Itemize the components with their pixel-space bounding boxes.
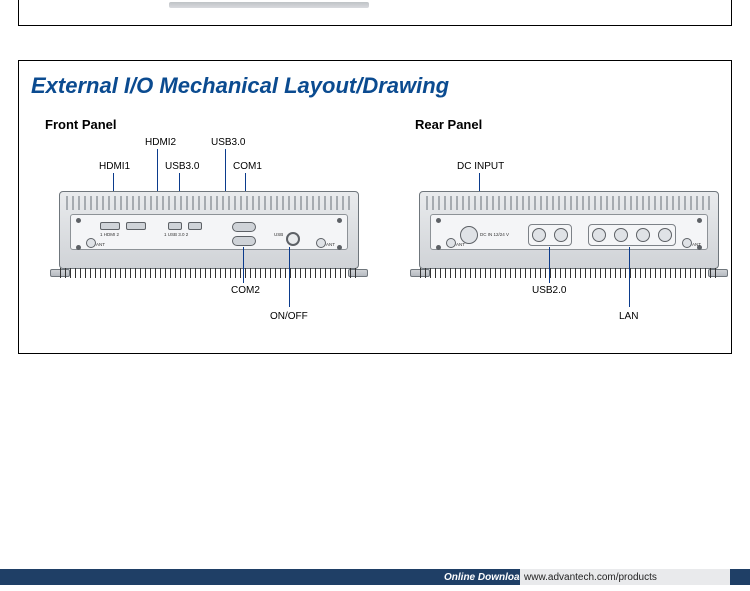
footer-url: www.advantech.com/products <box>520 569 730 585</box>
footer: Online Download www.advantech.com/produc… <box>0 569 750 585</box>
rear-panel-label: Rear Panel <box>415 117 482 132</box>
front-bottom-fins <box>60 268 358 278</box>
callout-com1: COM1 <box>233 161 262 172</box>
screw <box>436 245 441 250</box>
port-usb30-2 <box>188 222 202 230</box>
tiny-usb: 1 USB 3.0 2 <box>164 232 188 237</box>
lan-group-box <box>588 224 676 246</box>
leader-usb20 <box>549 247 550 283</box>
callout-dc: DC INPUT <box>457 161 504 172</box>
callout-hdmi2: HDMI2 <box>145 137 176 148</box>
rear-device: DC IN 12/24 V ANT ANT <box>419 191 719 269</box>
callout-onoff: ON/OFF <box>270 311 308 322</box>
screw <box>76 218 81 223</box>
callout-com2: COM2 <box>231 285 260 296</box>
port-com2 <box>232 236 256 246</box>
rear-bottom-fins <box>420 268 718 278</box>
tiny-ant-r: ANT <box>326 242 335 247</box>
callout-usb30-mid: USB3.0 <box>165 161 199 172</box>
rear-fins <box>426 196 712 210</box>
port-hdmi1 <box>100 222 120 230</box>
front-device: 1 HDMI 2 1 USB 3.0 2 ANT ANT USB <box>59 191 359 269</box>
footer-bar-dark <box>0 569 520 585</box>
footer-download-label: Online Download <box>444 569 526 585</box>
callout-usb30-top: USB3.0 <box>211 137 245 148</box>
port-hdmi2 <box>126 222 146 230</box>
port-com1 <box>232 222 256 232</box>
top-section-box <box>18 0 732 26</box>
tiny-usb-arrow: USB <box>274 232 283 237</box>
screw <box>697 218 702 223</box>
front-fins <box>66 196 352 210</box>
io-layout-section: External I/O Mechanical Layout/Drawing F… <box>18 60 732 354</box>
callout-usb20: USB2.0 <box>532 285 566 296</box>
ant-right <box>316 238 326 248</box>
section-title: External I/O Mechanical Layout/Drawing <box>31 73 449 99</box>
screw <box>436 218 441 223</box>
screw <box>337 245 342 250</box>
screw <box>76 245 81 250</box>
screw <box>337 218 342 223</box>
ant-left <box>86 238 96 248</box>
leader-lan <box>629 247 630 307</box>
callout-hdmi1: HDMI1 <box>99 161 130 172</box>
tiny-rear-ant-l: ANT <box>456 242 465 247</box>
rear-ant-right <box>682 238 692 248</box>
tiny-ant-l: ANT <box>96 242 105 247</box>
front-panel-label: Front Panel <box>45 117 117 132</box>
tiny-rear-ant-r: ANT <box>692 242 701 247</box>
tiny-hdmi: 1 HDMI 2 <box>100 232 119 237</box>
port-usb30-1 <box>168 222 182 230</box>
power-button <box>286 232 300 246</box>
leader-com2 <box>243 247 244 283</box>
leader-onoff <box>289 247 290 307</box>
callout-lan: LAN <box>619 311 638 322</box>
footer-bar-tail <box>730 569 750 585</box>
tiny-dc: DC IN 12/24 V <box>480 232 509 237</box>
top-chassis-fragment <box>169 2 369 8</box>
usb20-group-box <box>528 224 572 246</box>
rear-ant-left <box>446 238 456 248</box>
